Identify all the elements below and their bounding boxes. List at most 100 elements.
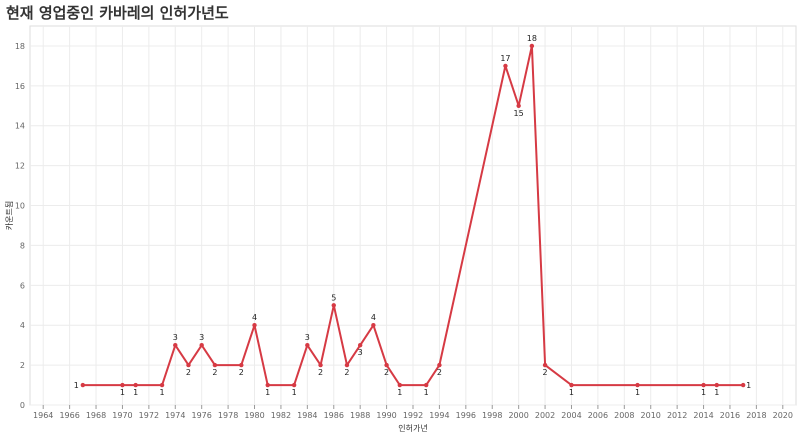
data-point [265,382,270,388]
y-tick-label: 6 [20,281,25,290]
data-point [714,382,719,388]
data-label: 1 [292,388,297,397]
x-tick-label: 1976 [192,411,212,420]
data-point [397,382,402,388]
data-point [344,362,350,368]
chart-title: 현재 영업중인 카바레의 인허가년도 [6,4,229,22]
data-point [371,323,376,328]
x-tick-label: 1974 [165,411,185,420]
data-point [357,342,363,348]
x-tick-label: 1988 [350,411,370,420]
data-point [384,362,389,368]
data-label: 1 [265,388,270,397]
data-point [120,382,125,388]
data-point [173,342,178,348]
data-label: 1 [714,388,719,397]
data-point [503,63,508,69]
data-point [740,382,746,388]
data-label: 1 [120,388,125,397]
x-tick-label: 1966 [59,411,79,420]
x-tick-label: 2002 [535,411,555,420]
data-label: 2 [212,368,217,377]
x-tick-label: 2014 [693,411,713,420]
x-tick-label: 1978 [218,411,238,420]
data-label: 17 [500,54,510,63]
x-tick-label: 1972 [139,411,159,420]
data-label: 3 [199,333,204,342]
data-label: 5 [331,293,336,302]
data-label: 2 [344,368,349,377]
x-tick-label: 2008 [614,411,634,420]
data-label: 1 [160,388,165,397]
x-tick-label: 1996 [456,411,476,420]
x-tick-label: 1982 [271,411,291,420]
data-point [635,382,640,388]
data-point [199,342,204,348]
x-tick-label: 1980 [244,411,264,420]
x-tick-label: 1992 [403,411,423,420]
x-tick-label: 2018 [746,411,766,420]
data-point [569,382,574,388]
data-point [186,362,191,368]
x-tick-label: 1990 [376,411,396,420]
x-tick-label: 1968 [86,411,106,420]
data-label: 3 [358,348,363,357]
data-point [701,382,706,388]
data-label: 1 [569,388,574,397]
data-label: 2 [318,368,323,377]
y-tick-label: 8 [20,241,25,250]
data-point [305,342,310,348]
y-tick-label: 4 [20,321,25,330]
x-tick-label: 2012 [667,411,687,420]
x-tick-label: 1984 [297,411,317,420]
data-label: 4 [252,313,257,322]
data-point [159,382,165,388]
data-point [212,362,218,368]
data-point [516,103,521,108]
x-tick-label: 1970 [112,411,132,420]
data-point [252,323,257,328]
x-tick-label: 1964 [33,411,53,420]
data-point [437,362,442,368]
data-label: 2 [239,368,244,377]
x-tick-label: 1986 [324,411,344,420]
data-label: 18 [527,34,537,43]
y-axis-title: 카운트됨 [5,201,14,230]
x-tick-label: 1998 [482,411,502,420]
x-tick-label: 2010 [641,411,661,420]
data-label: 1 [424,388,429,397]
data-label: 4 [371,313,376,322]
y-tick-label: 10 [15,202,25,211]
data-label: 2 [437,368,442,377]
data-point [529,43,535,49]
data-point [542,362,548,368]
data-label: 2 [186,368,191,377]
data-label: 3 [173,333,178,342]
data-label: 1 [397,388,402,397]
x-tick-label: 1994 [429,411,449,420]
y-tick-label: 16 [15,82,25,91]
data-label: 1 [74,381,79,390]
data-point [331,303,336,308]
y-tick-label: 14 [15,122,25,131]
data-label: 15 [514,109,524,118]
points-layer [80,43,746,388]
y-tick-label: 0 [20,401,25,410]
data-point [424,382,429,388]
x-tick-label: 2004 [561,411,581,420]
x-tick-label: 2020 [773,411,793,420]
data-label: 1 [133,388,138,397]
data-point [133,382,138,388]
y-tick-label: 2 [20,361,25,370]
y-tick-label: 18 [15,42,25,51]
data-label: 3 [305,333,310,342]
data-point [291,382,297,388]
data-point [318,362,323,368]
data-label: 2 [543,368,548,377]
x-axis-title: 인허가년 [398,423,427,433]
y-tick-label: 12 [15,162,25,171]
data-label: 2 [384,368,389,377]
